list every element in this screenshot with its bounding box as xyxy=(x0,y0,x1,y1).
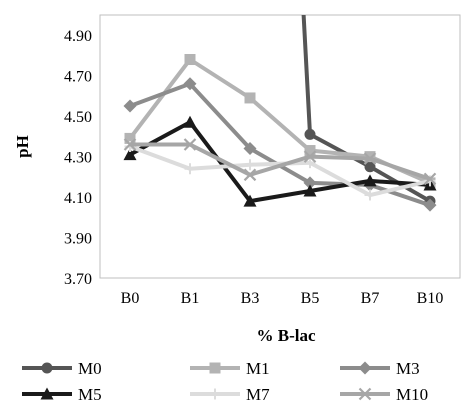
y-tick-label: 4.70 xyxy=(64,69,92,86)
data-point-m0 xyxy=(304,128,316,140)
axes xyxy=(99,14,461,279)
data-point-m3 xyxy=(243,142,257,156)
data-point-m5 xyxy=(123,148,137,161)
series-line-m5 xyxy=(129,120,431,204)
legend-label: M1 xyxy=(246,359,270,378)
x-axis-title: % B-lac xyxy=(256,326,315,345)
series-m7 xyxy=(124,141,436,201)
legend-item-m3: M3 xyxy=(340,359,420,378)
legend-marker xyxy=(209,388,221,400)
data-point-m3 xyxy=(183,77,197,91)
series-m10 xyxy=(123,138,437,186)
legend-label: M10 xyxy=(396,385,428,404)
legend: M0 M1 M3 M5 M7 M10 xyxy=(22,359,428,404)
legend-marker xyxy=(358,387,372,401)
data-point-m5 xyxy=(183,115,197,128)
x-tick-label: B7 xyxy=(361,290,380,307)
y-axis-title: pH xyxy=(13,135,32,158)
y-tick-label: 4.10 xyxy=(64,190,92,207)
data-point-m1 xyxy=(124,132,136,144)
data-point-m10 xyxy=(123,138,137,151)
y-tick-label: 4.30 xyxy=(64,150,92,167)
y-tick-label: 3.70 xyxy=(64,271,92,288)
legend-label: M7 xyxy=(246,385,270,404)
x-tick-label: B3 xyxy=(241,290,260,307)
legend-marker xyxy=(358,361,372,375)
data-point-m7 xyxy=(364,189,376,201)
axis-labels: 3.70 3.90 4.10 4.30 4.50 4.70 4.90 B0 B1 B3 B5 B7 B1… xyxy=(13,28,443,345)
data-point-m7 xyxy=(184,163,196,175)
legend-item-m5: M5 xyxy=(22,385,102,404)
legend-item-m7: M7 xyxy=(190,385,270,404)
y-tick-label: 4.90 xyxy=(64,28,92,45)
legend-marker xyxy=(40,387,54,400)
data-point-m3 xyxy=(123,99,137,113)
data-point-m5 xyxy=(243,194,257,207)
x-tick-label: B1 xyxy=(181,290,200,307)
legend-item-m10: M10 xyxy=(340,385,428,404)
y-tick-label: 4.50 xyxy=(64,109,92,126)
data-point-m10 xyxy=(243,168,257,182)
legend-label: M5 xyxy=(78,385,102,404)
data-point-m3 xyxy=(423,198,437,212)
data-point-m10 xyxy=(423,172,437,186)
legend-marker xyxy=(209,362,221,374)
data-point-m7 xyxy=(244,159,256,171)
data-point-m5 xyxy=(363,174,377,187)
data-point-m10 xyxy=(303,150,317,163)
data-point-m10 xyxy=(363,152,377,165)
x-tick-label: B0 xyxy=(121,290,140,307)
series-m5 xyxy=(123,115,437,207)
data-point-m1 xyxy=(304,145,316,157)
legend-label: M3 xyxy=(396,359,420,378)
data-point-m1 xyxy=(184,54,196,66)
data-point-m7 xyxy=(304,157,316,169)
legend-item-m0: M0 xyxy=(22,359,102,378)
data-point-m10 xyxy=(183,138,197,151)
legend-label: M0 xyxy=(78,359,102,378)
data-point-m1 xyxy=(244,92,256,104)
data-point-m5 xyxy=(303,184,317,197)
y-tick-label: 3.90 xyxy=(64,231,92,248)
legend-marker xyxy=(41,362,53,374)
plot-frame xyxy=(99,14,461,279)
data-point-m3 xyxy=(303,176,317,190)
series-lines xyxy=(123,15,437,212)
series-line-m10 xyxy=(130,142,431,181)
legend-item-m1: M1 xyxy=(190,359,270,378)
data-point-m0 xyxy=(364,161,376,173)
series-line-m7 xyxy=(129,144,431,198)
series-m1 xyxy=(124,54,436,189)
x-tick-label: B5 xyxy=(301,290,320,307)
x-tick-label: B10 xyxy=(417,290,444,307)
